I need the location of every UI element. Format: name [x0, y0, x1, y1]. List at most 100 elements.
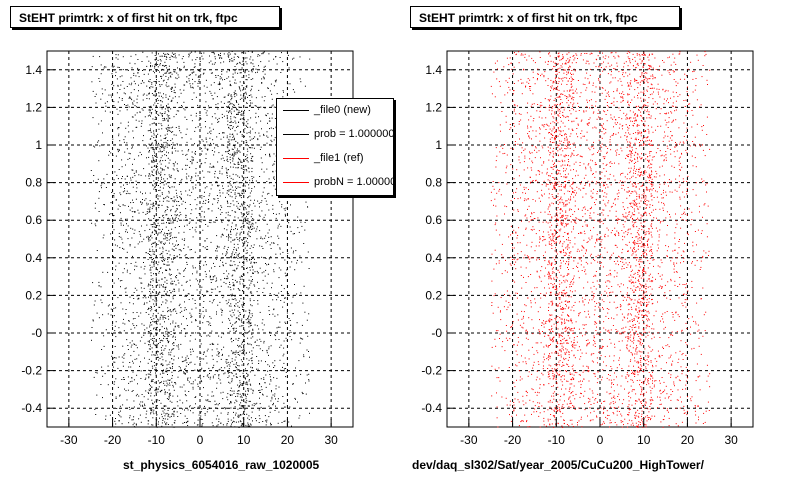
data-point: [230, 99, 232, 101]
data-point: [192, 188, 194, 190]
data-point: [224, 96, 226, 98]
data-point: [202, 229, 204, 231]
data-point: [154, 310, 156, 311]
data-point: [215, 76, 217, 78]
data-point: [250, 225, 252, 227]
data-point: [246, 102, 247, 104]
data-point: [147, 423, 149, 425]
data-point: [129, 415, 131, 417]
data-point: [137, 95, 139, 97]
data-point: [258, 220, 260, 221]
data-point: [307, 335, 309, 337]
data-point: [591, 180, 593, 182]
data-point: [248, 230, 250, 232]
data-point: [635, 350, 637, 352]
data-point: [243, 97, 245, 99]
data-point: [241, 343, 243, 345]
data-point: [226, 362, 228, 364]
data-point: [248, 419, 250, 421]
data-point: [217, 304, 219, 306]
data-point: [213, 410, 215, 412]
data-point: [210, 188, 212, 190]
data-point: [139, 111, 141, 113]
data-point: [251, 190, 252, 192]
data-point: [150, 272, 152, 274]
data-point: [113, 193, 115, 195]
data-point: [217, 408, 219, 410]
data-point: [263, 287, 265, 289]
data-point: [191, 156, 193, 158]
data-point: [556, 253, 558, 255]
data-point: [218, 352, 220, 353]
data-point: [170, 301, 172, 303]
data-point: [263, 171, 265, 173]
data-point: [263, 377, 265, 379]
data-point: [152, 380, 154, 382]
data-point: [212, 166, 214, 168]
data-point: [243, 375, 245, 377]
data-point: [178, 272, 180, 274]
data-point: [262, 394, 264, 396]
data-point: [200, 343, 202, 345]
data-point: [246, 268, 247, 269]
data-point: [143, 262, 144, 263]
data-point: [189, 204, 191, 205]
data-point: [252, 332, 254, 334]
data-point: [136, 312, 138, 313]
data-point: [152, 313, 154, 315]
data-point: [235, 350, 237, 352]
data-point: [203, 352, 205, 354]
data-point: [122, 404, 124, 406]
data-point: [285, 323, 287, 324]
data-point: [170, 278, 172, 280]
data-point: [168, 106, 170, 108]
data-point: [164, 392, 166, 394]
data-point: [266, 350, 268, 352]
data-point: [220, 367, 222, 369]
data-point: [135, 423, 137, 425]
data-point: [246, 121, 248, 123]
data-point: [674, 319, 676, 321]
data-point: [175, 310, 177, 312]
data-point: [273, 176, 275, 178]
data-point: [247, 390, 249, 392]
data-point: [228, 364, 230, 366]
data-point: [195, 332, 197, 334]
data-point: [247, 238, 248, 240]
data-point: [146, 94, 148, 96]
data-point: [284, 259, 286, 261]
data-point: [241, 406, 243, 407]
data-point: [151, 142, 153, 144]
data-point: [209, 90, 211, 92]
data-point: [163, 243, 165, 245]
data-point: [173, 165, 175, 167]
data-point: [247, 295, 249, 297]
data-point: [241, 165, 243, 167]
data-point: [637, 154, 639, 156]
data-point: [215, 117, 217, 119]
data-point: [236, 201, 238, 203]
data-point: [181, 310, 183, 312]
data-point: [158, 400, 160, 401]
data-point: [189, 362, 191, 364]
data-point: [232, 239, 234, 241]
data-point: [155, 190, 157, 192]
data-point: [166, 385, 168, 387]
data-point: [233, 204, 235, 206]
data-point: [686, 299, 688, 301]
data-point: [130, 263, 132, 264]
data-point: [118, 150, 120, 151]
data-point: [190, 354, 192, 356]
data-point: [668, 121, 670, 123]
data-point: [166, 364, 168, 366]
data-point: [241, 325, 243, 327]
data-point: [249, 269, 251, 271]
data-point: [255, 420, 257, 422]
data-point: [180, 198, 182, 200]
data-point: [248, 184, 250, 186]
data-point: [265, 374, 267, 376]
data-point: [102, 132, 103, 134]
data-point: [117, 148, 119, 150]
data-point: [162, 214, 164, 216]
data-point: [175, 77, 177, 79]
